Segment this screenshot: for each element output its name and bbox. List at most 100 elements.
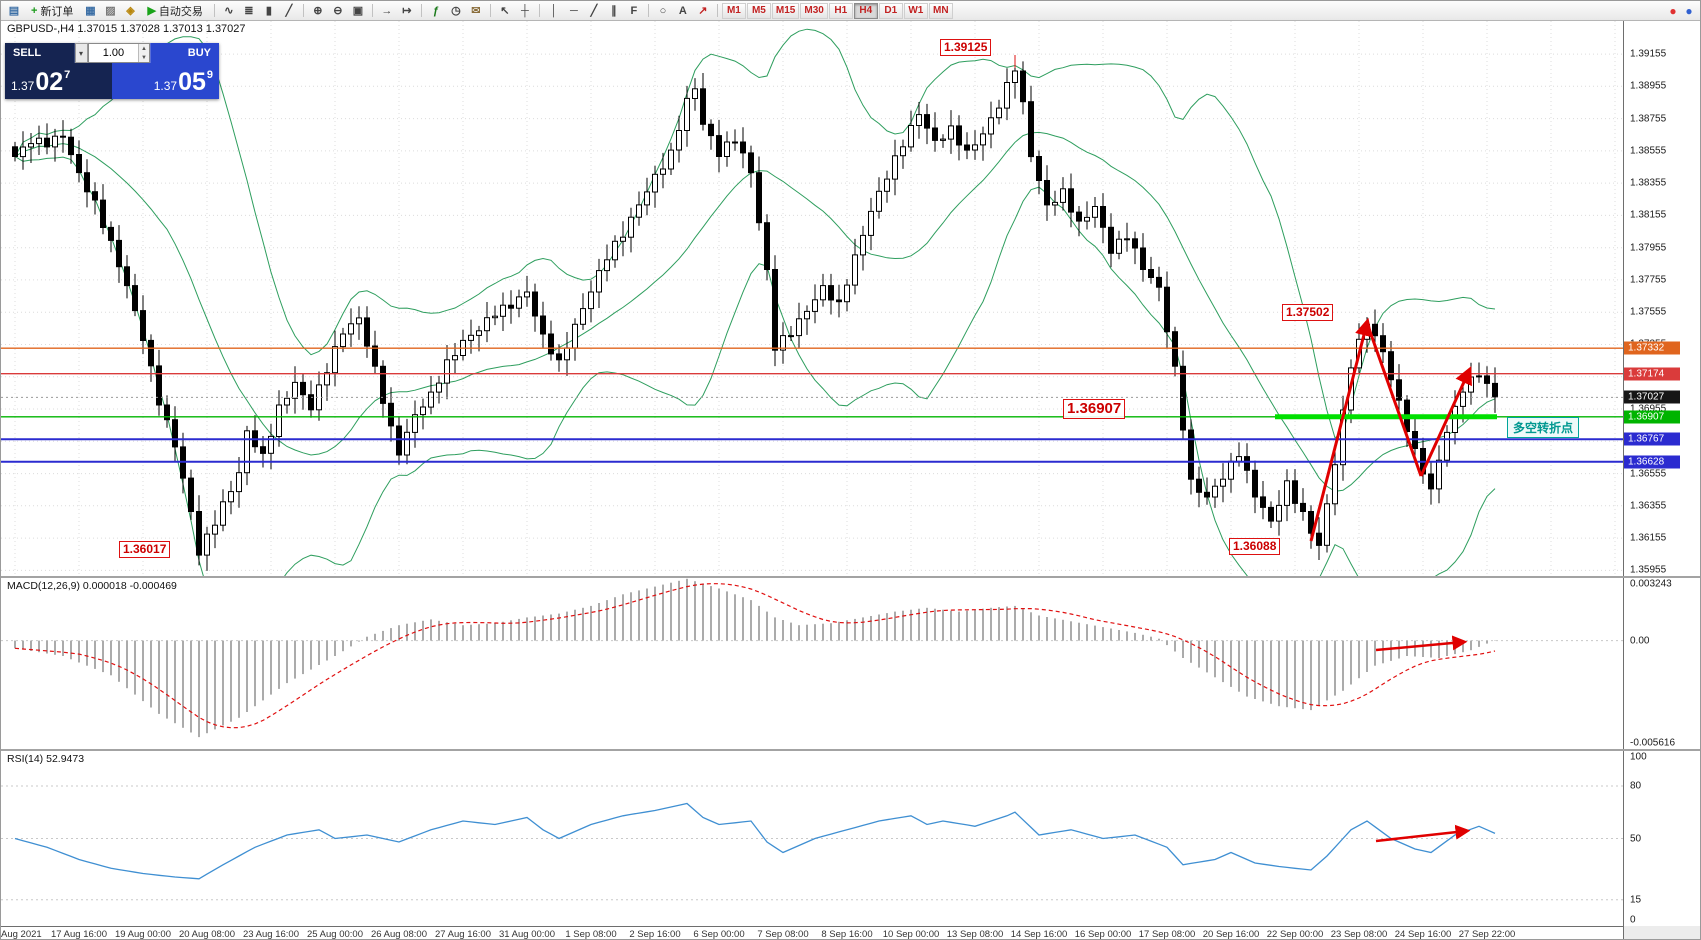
- crosshair-icon[interactable]: ┼: [521, 4, 529, 17]
- timeframe-button-d1[interactable]: D1: [878, 2, 903, 19]
- navigator-icon[interactable]: ◈: [126, 5, 135, 17]
- candlestick-chart-icon[interactable]: ▮: [265, 5, 272, 17]
- autotrading-button[interactable]: ▶ 自动交易: [147, 5, 203, 18]
- price-scale[interactable]: 1.39155 1.38955 1.38755 1.38555 1.38355 1.381…: [1623, 21, 1700, 926]
- periods-icon[interactable]: ◷: [451, 5, 461, 17]
- zoom-out-icon[interactable]: ⊖: [333, 5, 343, 17]
- rsi-indicator-pane[interactable]: RSI(14) 52.9473: [1, 751, 1623, 926]
- chart-title: GBPUSD-,H4 1.37015 1.37028 1.37013 1.370…: [7, 23, 246, 35]
- rsi-value: 52.9473: [46, 753, 85, 765]
- macd-scale-label: -0.005616: [1630, 737, 1676, 749]
- timeframe-button-h4[interactable]: H4: [853, 2, 878, 19]
- vertical-line-icon[interactable]: │: [550, 4, 558, 17]
- bar-chart-icon[interactable]: ≣: [244, 5, 254, 17]
- shapes-icon[interactable]: ○: [659, 4, 667, 17]
- price-level-note[interactable]: 1.36088: [1229, 538, 1281, 555]
- macd-canvas[interactable]: [1, 578, 1623, 749]
- timeframe-button-h1[interactable]: H1: [828, 2, 853, 19]
- zoom-in-icon[interactable]: ⊕: [313, 5, 323, 17]
- pane-splitter[interactable]: [1, 749, 1700, 751]
- community-status-icon[interactable]: ●: [1685, 3, 1693, 18]
- price-level-note[interactable]: 1.39125: [940, 39, 992, 56]
- toolbar-separator: [420, 4, 422, 17]
- buy-button[interactable]: BUY: [149, 43, 219, 63]
- price-scale-tick: 1.37955: [1630, 242, 1667, 254]
- rsi-scale-label: 80: [1630, 780, 1642, 792]
- tick-chart-icon[interactable]: ∿: [224, 5, 234, 17]
- time-axis[interactable]: 16 Aug 2021 17 Aug 16:00 19 Aug 00:00 20 Au…: [1, 926, 1623, 940]
- time-axis-label: 20 Sep 16:00: [1202, 929, 1260, 940]
- candlestick-series: [12, 57, 1498, 571]
- buy-price-button[interactable]: 1.37 05 9: [112, 63, 219, 99]
- horizontal-line-icon[interactable]: ─: [570, 4, 578, 17]
- fibonacci-icon[interactable]: F: [630, 4, 638, 17]
- time-axis-label: 20 Aug 08:00: [179, 929, 235, 940]
- time-axis-label: 17 Aug 16:00: [51, 929, 107, 940]
- text-icon[interactable]: A: [678, 4, 687, 17]
- rsi-scale-label: 15: [1630, 894, 1642, 906]
- trend-arrow[interactable]: [1309, 317, 1472, 542]
- price-chart-pane[interactable]: GBPUSD-,H4 1.37015 1.37028 1.37013 1.370…: [1, 21, 1623, 576]
- cursor-icon[interactable]: ↖: [500, 5, 510, 17]
- timeframe-button-m15[interactable]: M15: [771, 2, 800, 19]
- timeframe-button-m5[interactable]: M5: [746, 2, 771, 19]
- timeframe-button-w1[interactable]: W1: [903, 2, 928, 19]
- turning-point-note[interactable]: 多空转折点: [1507, 417, 1580, 438]
- pane-splitter[interactable]: [1, 576, 1700, 578]
- time-axis-label: 31 Aug 00:00: [499, 929, 555, 940]
- volume-dropdown-caret[interactable]: ▾: [74, 43, 88, 63]
- price-scale-tick: 1.37555: [1630, 306, 1667, 318]
- volume-down-button[interactable]: ▼: [139, 53, 149, 62]
- channel-icon[interactable]: ∥: [611, 5, 617, 17]
- timeframe-button-m1[interactable]: M1: [721, 2, 746, 19]
- sell-price-prefix: 1.37: [11, 79, 35, 93]
- sell-price-button[interactable]: 1.37 02 7: [5, 63, 112, 99]
- indicators-icon[interactable]: ƒ: [432, 4, 439, 17]
- timeframe-button-m30[interactable]: M30: [800, 2, 828, 19]
- buy-price-prefix: 1.37: [153, 79, 178, 93]
- chart-shift-icon[interactable]: ↦: [402, 5, 412, 17]
- line-chart-icon[interactable]: ╱: [285, 5, 293, 17]
- tile-windows-icon[interactable]: ▣: [352, 5, 364, 17]
- timeframe-button-mn[interactable]: MN: [928, 2, 953, 19]
- time-axis-label: 8 Sep 16:00: [821, 929, 873, 940]
- alert-status-icon[interactable]: ●: [1669, 3, 1677, 18]
- time-axis-label: 24 Sep 16:00: [1394, 929, 1452, 940]
- new-chart-icon[interactable]: ▤: [8, 5, 20, 17]
- rsi-canvas[interactable]: [1, 751, 1623, 926]
- sell-button[interactable]: SELL: [5, 43, 75, 63]
- time-axis-label: 13 Sep 08:00: [946, 929, 1004, 940]
- time-axis-label: 27 Sep 22:00: [1458, 929, 1516, 940]
- price-scale-badge: 1.37332: [1624, 341, 1680, 355]
- macd-values: 0.000018 -0.000469: [82, 580, 177, 592]
- scale-corner: [1623, 926, 1700, 939]
- auto-scroll-icon[interactable]: →: [381, 4, 393, 17]
- toolbar-separator: [371, 4, 373, 17]
- toolbar-separator: [302, 4, 304, 17]
- macd-name: MACD(12,26,9): [7, 580, 80, 592]
- arrow-tool-icon[interactable]: ↗: [698, 5, 708, 17]
- time-axis-label: 6 Sep 00:00: [693, 929, 745, 940]
- price-chart-canvas[interactable]: [1, 21, 1623, 576]
- price-level-note[interactable]: 1.36907: [1063, 399, 1126, 419]
- price-scale-badge: 1.36628: [1624, 455, 1680, 469]
- macd-arrow[interactable]: [1375, 635, 1468, 652]
- time-axis-label: 22 Sep 00:00: [1266, 929, 1324, 940]
- templates-icon[interactable]: ✉: [471, 5, 481, 17]
- macd-indicator-pane[interactable]: MACD(12,26,9) 0.000018 -0.000469: [1, 578, 1623, 749]
- price-level-note[interactable]: 1.36017: [119, 541, 171, 558]
- bollinger-bands: [14, 28, 1496, 576]
- time-axis-label: 27 Aug 16:00: [435, 929, 491, 940]
- rsi-label: RSI(14) 52.9473: [7, 753, 84, 765]
- trendline-icon[interactable]: ╱: [590, 5, 598, 17]
- toolbar-separator: [489, 4, 491, 17]
- market-watch-icon[interactable]: ▦: [85, 5, 96, 17]
- price-level-note[interactable]: 1.37502: [1282, 304, 1334, 321]
- rsi-arrow[interactable]: [1375, 824, 1471, 843]
- new-order-button[interactable]: + 新订单: [31, 4, 74, 18]
- volume-up-button[interactable]: ▲: [139, 44, 149, 53]
- data-window-icon[interactable]: ▨: [105, 5, 116, 17]
- price-scale-tick: 1.39155: [1630, 48, 1667, 60]
- volume-input[interactable]: [88, 44, 139, 62]
- rsi-scale-label: 100: [1630, 751, 1647, 763]
